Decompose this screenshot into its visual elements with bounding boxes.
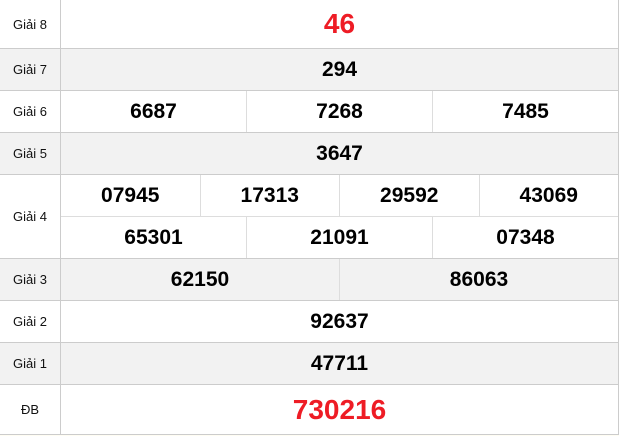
prize-number: 29592 xyxy=(339,175,479,216)
prize-number: 730216 xyxy=(292,393,387,425)
prize-row: Giải 2 92637 xyxy=(0,300,618,342)
prize-number: 17313 xyxy=(199,175,340,216)
prize-row: Giải 3 62150 86063 xyxy=(0,258,618,300)
prize-number: 62150 xyxy=(170,267,230,291)
prize-number: 46 xyxy=(323,8,356,39)
prize-label: Giải 8 xyxy=(0,0,61,48)
prize-row: Giải 1 47711 xyxy=(0,342,618,384)
prize-row: Giải 8 46 xyxy=(0,0,618,48)
prize-label: Giải 1 xyxy=(0,343,61,384)
prize-number: 43069 xyxy=(478,175,619,216)
prize-number: 86063 xyxy=(339,259,618,300)
prize-number: 21091 xyxy=(246,217,432,258)
prize-label: Giải 6 xyxy=(0,91,61,132)
prize-number: 47711 xyxy=(310,351,369,375)
prize-row: Giải 4 07945 17313 29592 43069 65301 21091 0734… xyxy=(0,174,618,258)
prize-number: 3647 xyxy=(316,141,363,165)
prize-label: Giải 2 xyxy=(0,301,61,342)
prize-number: 6687 xyxy=(130,99,177,123)
prize-label: Giải 7 xyxy=(0,49,61,90)
prize-row: ĐB 730216 xyxy=(0,384,618,434)
prize-number: 07348 xyxy=(432,217,618,258)
prize-label: Giải 3 xyxy=(0,259,61,300)
prize-number: 65301 xyxy=(124,225,183,249)
prize-number: 07945 xyxy=(101,183,160,207)
prize-label: Giải 4 xyxy=(0,175,61,258)
prize-row: Giải 7 294 xyxy=(0,48,618,90)
prize-label: Giải 5 xyxy=(0,133,61,174)
prize-number: 92637 xyxy=(310,309,369,333)
prize-row: Giải 5 3647 xyxy=(0,132,618,174)
prize-number: 7485 xyxy=(432,91,618,132)
prize-label: ĐB xyxy=(0,385,61,434)
prize-row: Giải 6 6687 7268 7485 xyxy=(0,90,618,132)
prize-number: 7268 xyxy=(246,91,432,132)
prize-number: 294 xyxy=(321,57,358,81)
